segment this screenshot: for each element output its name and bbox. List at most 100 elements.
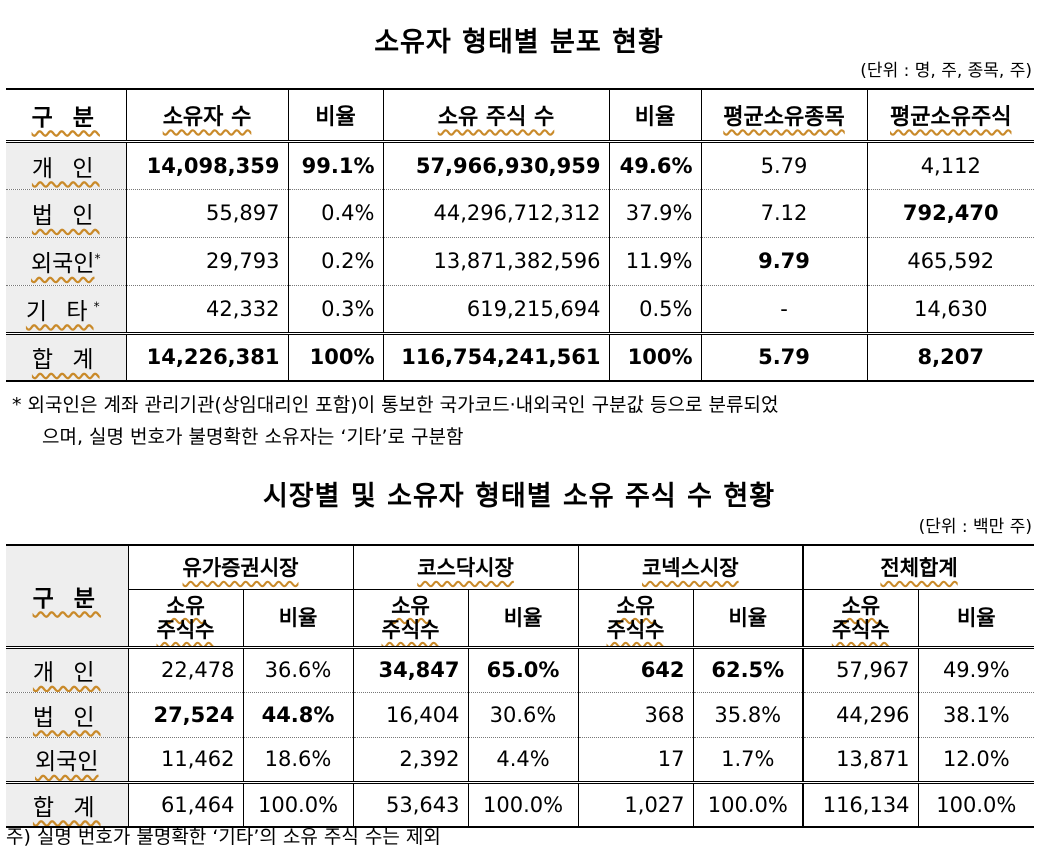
table1-footnote-line2: 으며, 실명 번호가 불명확한 소유자는 ‘기타’로 구분함: [42, 426, 464, 448]
subheader-shares: 소유 주식수: [802, 589, 919, 649]
subheader-ratio: 비율: [467, 589, 579, 649]
cell-avg-shares: 8,207: [866, 331, 1034, 382]
cell-holders: 42,332: [125, 285, 288, 334]
subheader-shares: 소유 주식수: [127, 589, 243, 649]
cell-value: 35.8%: [692, 692, 804, 738]
cell-value: 27,524: [127, 692, 243, 738]
row-label: 개 인: [6, 647, 128, 693]
table-row: 개 인 14,098,359 99.1% 57,966,930,959 49.6…: [6, 141, 1034, 190]
row-label: 합 계: [6, 331, 126, 382]
cell-value: 16,404: [352, 692, 469, 738]
table1-title: 소유자 형태별 분포 현황: [374, 27, 664, 58]
header-market-total: 전체합계: [802, 544, 1035, 590]
cell-shares-ratio: 11.9%: [608, 237, 701, 286]
table-row: 기 타* 42,332 0.3% 619,215,694 0.5% - 14,6…: [6, 285, 1034, 334]
cell-value: 100.0%: [917, 780, 1035, 828]
subheader-ratio: 비율: [917, 589, 1035, 649]
cell-holders: 29,793: [125, 237, 288, 286]
cell-shares: 57,966,930,959: [382, 141, 609, 190]
header-avg-shares: 평균소유주식: [866, 88, 1034, 143]
header-shares-ratio: 비율: [608, 88, 701, 143]
cell-value: 1,027: [577, 780, 694, 828]
header-market-konex: 코넥스시장: [577, 544, 804, 590]
cell-value: 100.0%: [467, 780, 579, 828]
row-label: 법 인: [6, 189, 126, 238]
cell-value: 30.6%: [467, 692, 579, 738]
table1-footnote-line1: * 외국인은 계좌 관리기관(상임대리인 포함)이 통보한 국가코드·내외국인 …: [12, 394, 779, 416]
cell-value: 11,462: [127, 737, 243, 783]
market-shares-table: 구 분 유가증권시장 코스닥시장 코넥스시장 전체합계 소유 주식수 비율 소유 주…: [6, 544, 1035, 828]
cell-value: 100.0%: [242, 780, 354, 828]
table2-unit: (단위 : 백만 주): [918, 517, 1032, 537]
cell-value: 34,847: [352, 647, 469, 693]
subheader-shares: 소유 주식수: [577, 589, 694, 649]
cell-shares: 44,296,712,312: [382, 189, 609, 238]
cell-avg-items: 5.79: [700, 141, 867, 190]
cell-holders-ratio: 99.1%: [287, 141, 383, 190]
cell-avg-items: 5.79: [700, 331, 867, 382]
table2-header-row-2: 소유 주식수 비율 소유 주식수 비율 소유 주식수 비율 소유 주식수 비율: [6, 589, 1035, 649]
cell-shares-ratio: 0.5%: [608, 285, 701, 334]
cell-avg-shares: 4,112: [866, 141, 1034, 190]
total-row: 합 계 14,226,381 100% 116,754,241,561 100%…: [6, 331, 1034, 382]
cell-value: 44,296: [802, 692, 919, 738]
cell-value: 65.0%: [467, 647, 579, 693]
table-row: 외국인 11,462 18.6% 2,392 4.4% 17 1.7% 13,8…: [6, 737, 1035, 783]
cell-value: 17: [577, 737, 694, 783]
row-label: 법 인: [6, 692, 128, 738]
table2-title: 시장별 및 소유자 형태별 소유 주식 수 현황: [262, 481, 776, 512]
cell-holders: 14,226,381: [125, 331, 288, 382]
cell-value: 49.9%: [917, 647, 1035, 693]
cell-value: 642: [577, 647, 694, 693]
row-label: 기 타*: [6, 285, 126, 334]
table-row: 외국인* 29,793 0.2% 13,871,382,596 11.9% 9.…: [6, 237, 1034, 286]
cell-value: 4.4%: [467, 737, 579, 783]
cell-value: 61,464: [127, 780, 243, 828]
table1-header-row: 구 분 소유자 수 비율 소유 주식 수 비율 평균소유종목 평균소유주식: [6, 88, 1034, 143]
cell-avg-shares: 14,630: [866, 285, 1034, 334]
header-market-kospi: 유가증권시장: [127, 544, 354, 590]
table2-header-row-1: 구 분 유가증권시장 코스닥시장 코넥스시장 전체합계: [6, 544, 1035, 649]
cell-value: 1.7%: [692, 737, 804, 783]
cell-value: 38.1%: [917, 692, 1035, 738]
table1-unit: (단위 : 명, 주, 종목, 주): [860, 61, 1032, 81]
row-label: 외국인: [6, 737, 128, 783]
header-holders-ratio: 비율: [287, 88, 383, 143]
table-row: 법 인 55,897 0.4% 44,296,712,312 37.9% 7.1…: [6, 189, 1034, 238]
cell-shares: 116,754,241,561: [382, 331, 609, 382]
header-category: 구 분: [6, 88, 126, 143]
cell-shares-ratio: 49.6%: [608, 141, 701, 190]
cell-shares-ratio: 100%: [608, 331, 701, 382]
cell-holders-ratio: 0.4%: [287, 189, 383, 238]
cell-value: 116,134: [802, 780, 919, 828]
cell-value: 36.6%: [242, 647, 354, 693]
header-shares: 소유 주식 수: [382, 88, 609, 143]
cell-shares: 13,871,382,596: [382, 237, 609, 286]
cell-value: 44.8%: [242, 692, 354, 738]
cell-value: 62.5%: [692, 647, 804, 693]
cell-value: 53,643: [352, 780, 469, 828]
row-label: 외국인*: [6, 237, 126, 286]
cell-holders-ratio: 0.2%: [287, 237, 383, 286]
cell-shares-ratio: 37.9%: [608, 189, 701, 238]
cell-holders: 14,098,359: [125, 141, 288, 190]
table-row: 개 인 22,478 36.6% 34,847 65.0% 642 62.5% …: [6, 647, 1035, 693]
total-row: 합 계 61,464 100.0% 53,643 100.0% 1,027 10…: [6, 780, 1035, 828]
cell-avg-shares: 792,470: [866, 189, 1034, 238]
cell-value: 13,871: [802, 737, 919, 783]
header-avg-items: 평균소유종목: [700, 88, 867, 143]
header-market-kosdaq: 코스닥시장: [352, 544, 579, 590]
cell-value: 100.0%: [692, 780, 804, 828]
cell-holders: 55,897: [125, 189, 288, 238]
header-category: 구 분: [6, 544, 128, 649]
cell-holders-ratio: 0.3%: [287, 285, 383, 334]
cell-value: 368: [577, 692, 694, 738]
cell-shares: 619,215,694: [382, 285, 609, 334]
owner-distribution-table: 구 분 소유자 수 비율 소유 주식 수 비율 평균소유종목 평균소유주식 개 …: [6, 88, 1034, 382]
subheader-ratio: 비율: [242, 589, 354, 649]
cell-value: 22,478: [127, 647, 243, 693]
table2-footnote: 주) 실명 번호가 불명확한 ‘기타’의 소유 주식 수는 제외: [6, 826, 441, 848]
table-row: 법 인 27,524 44.8% 16,404 30.6% 368 35.8% …: [6, 692, 1035, 738]
cell-avg-items: -: [700, 285, 867, 334]
cell-avg-shares: 465,592: [866, 237, 1034, 286]
